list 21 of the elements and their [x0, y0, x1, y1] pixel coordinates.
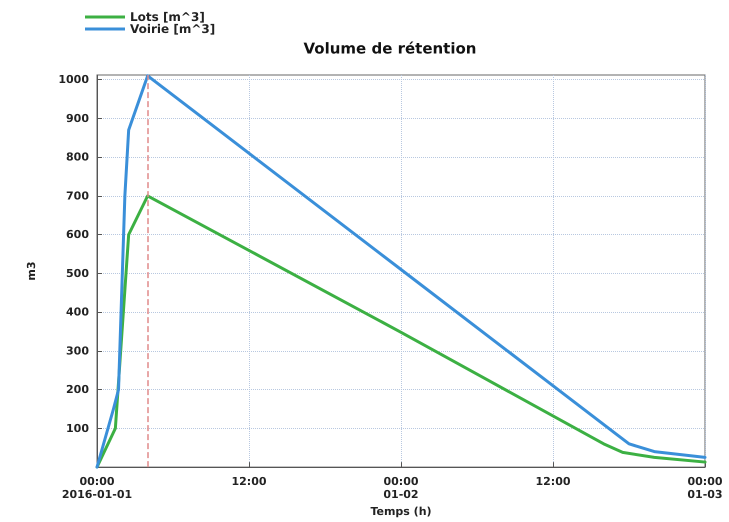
y-axis-title: m3 — [25, 261, 38, 281]
y-tick-label: 900 — [66, 112, 90, 125]
x-tick-label: 00:00 01-03 — [687, 475, 723, 502]
y-tick-label: 300 — [66, 344, 90, 358]
x-tick-label: 00:00 2016-01-01 — [62, 475, 132, 502]
y-tick-label: 500 — [66, 266, 90, 280]
y-tick-label: 400 — [66, 306, 90, 319]
x-tick-label: 12:00 — [231, 475, 267, 488]
line-series — [96, 74, 706, 469]
y-tick-label: 200 — [66, 383, 90, 396]
y-tick-label: 800 — [66, 150, 90, 164]
legend-label: Voirie [m^3] — [130, 22, 216, 36]
y-tick-label: 700 — [66, 189, 90, 202]
x-tick-label: 12:00 — [535, 475, 571, 488]
y-tick-label: 1000 — [58, 73, 90, 86]
y-tick-label: 600 — [66, 228, 90, 242]
chart-title: Volume de rétention — [304, 40, 476, 58]
legend-label: Lots [m^3] — [130, 10, 205, 24]
x-tick-label: 00:00 01-02 — [383, 475, 419, 502]
y-tick-label: 100 — [66, 422, 90, 435]
x-axis-title: Temps (h) — [370, 505, 432, 518]
